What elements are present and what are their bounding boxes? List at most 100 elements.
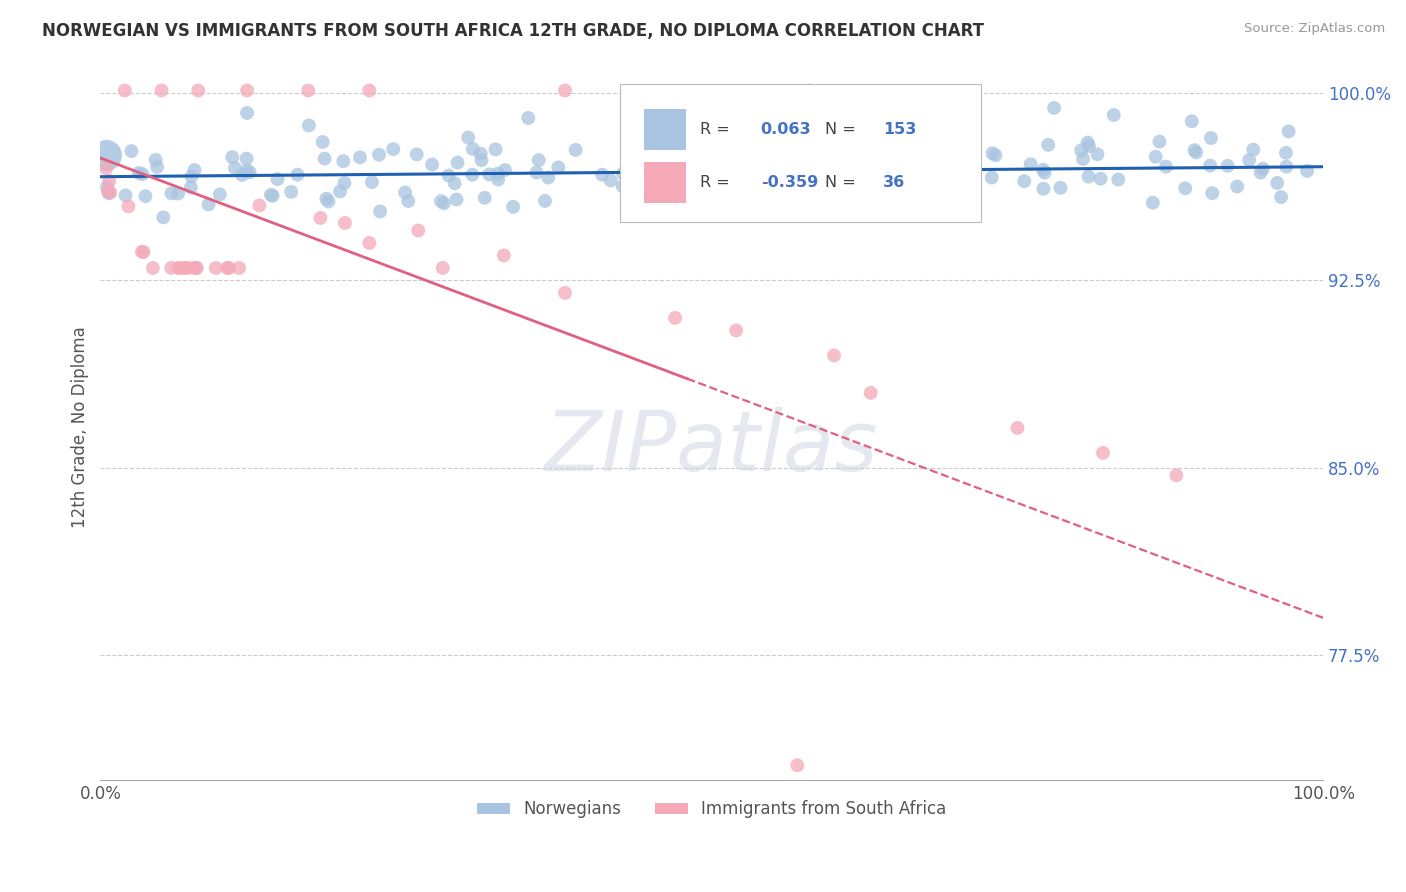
Point [298,119,321,133]
Point [145,153,167,167]
Point [823,116,845,130]
Point [1149,135,1171,149]
Point [799,83,821,97]
Point [97,184,120,198]
Point [96,180,118,194]
Point [1007,421,1029,435]
Point [183,260,205,275]
Point [98,186,121,200]
Point [591,168,613,182]
Point [494,163,516,178]
Point [724,158,747,172]
Point [758,180,780,194]
Point [359,83,381,97]
FancyBboxPatch shape [644,109,686,151]
Point [180,169,202,184]
Point [711,195,734,210]
Point [697,170,720,185]
Point [1032,162,1054,177]
Point [152,211,174,225]
Point [837,154,859,169]
Point [128,166,150,180]
Point [1049,181,1071,195]
Point [314,152,336,166]
Point [725,185,748,199]
Point [1270,190,1292,204]
Point [457,130,479,145]
Point [1275,145,1298,160]
Point [446,155,468,169]
Point [1278,124,1301,138]
Point [474,191,496,205]
Point [309,211,332,225]
Text: NORWEGIAN VS IMMIGRANTS FROM SOUTH AFRICA 12TH GRADE, NO DIPLOMA CORRELATION CHA: NORWEGIAN VS IMMIGRANTS FROM SOUTH AFRIC… [42,22,984,40]
Point [315,192,337,206]
Point [173,260,195,275]
Point [835,191,858,205]
Point [329,185,352,199]
Point [170,260,193,275]
Point [1251,161,1274,176]
Point [184,260,207,275]
Point [1199,131,1222,145]
Point [824,136,846,151]
Point [132,245,155,260]
Point [228,260,250,275]
Point [160,260,183,275]
Point [333,216,356,230]
Point [260,187,283,202]
Point [1033,166,1056,180]
Point [197,197,219,211]
Point [1070,144,1092,158]
Point [280,185,302,199]
Point [695,149,717,163]
Point [534,194,557,208]
Point [266,172,288,186]
Point [160,186,183,201]
Point [177,260,200,275]
Point [1107,172,1129,186]
Point [287,168,309,182]
Point [134,189,156,203]
Point [461,142,484,156]
Point [430,194,453,209]
Point [980,170,1002,185]
Point [180,180,202,194]
Point [502,200,524,214]
Point [517,111,540,125]
Point [1077,169,1099,184]
Point [406,223,429,237]
Text: N =: N = [825,122,862,137]
Point [731,173,754,187]
Point [925,152,948,166]
Point [627,142,650,156]
Point [714,133,737,147]
Point [666,138,689,153]
Point [748,128,770,143]
Point [981,146,1004,161]
Point [492,248,515,262]
Point [612,167,634,181]
Point [664,310,686,325]
Point [526,165,548,179]
Point [814,144,837,158]
Point [962,176,984,190]
Text: N =: N = [825,175,862,190]
Point [183,163,205,178]
Point [1174,181,1197,195]
Point [554,285,576,300]
Point [1296,164,1319,178]
Point [599,173,621,187]
Point [786,758,808,772]
Point [718,154,741,169]
Point [851,129,873,144]
Point [832,137,855,152]
Point [868,161,890,175]
Point [1144,150,1167,164]
Point [1077,136,1099,150]
Point [205,260,228,275]
Point [486,167,509,181]
Point [859,385,882,400]
Point [1077,139,1099,153]
Point [446,193,468,207]
